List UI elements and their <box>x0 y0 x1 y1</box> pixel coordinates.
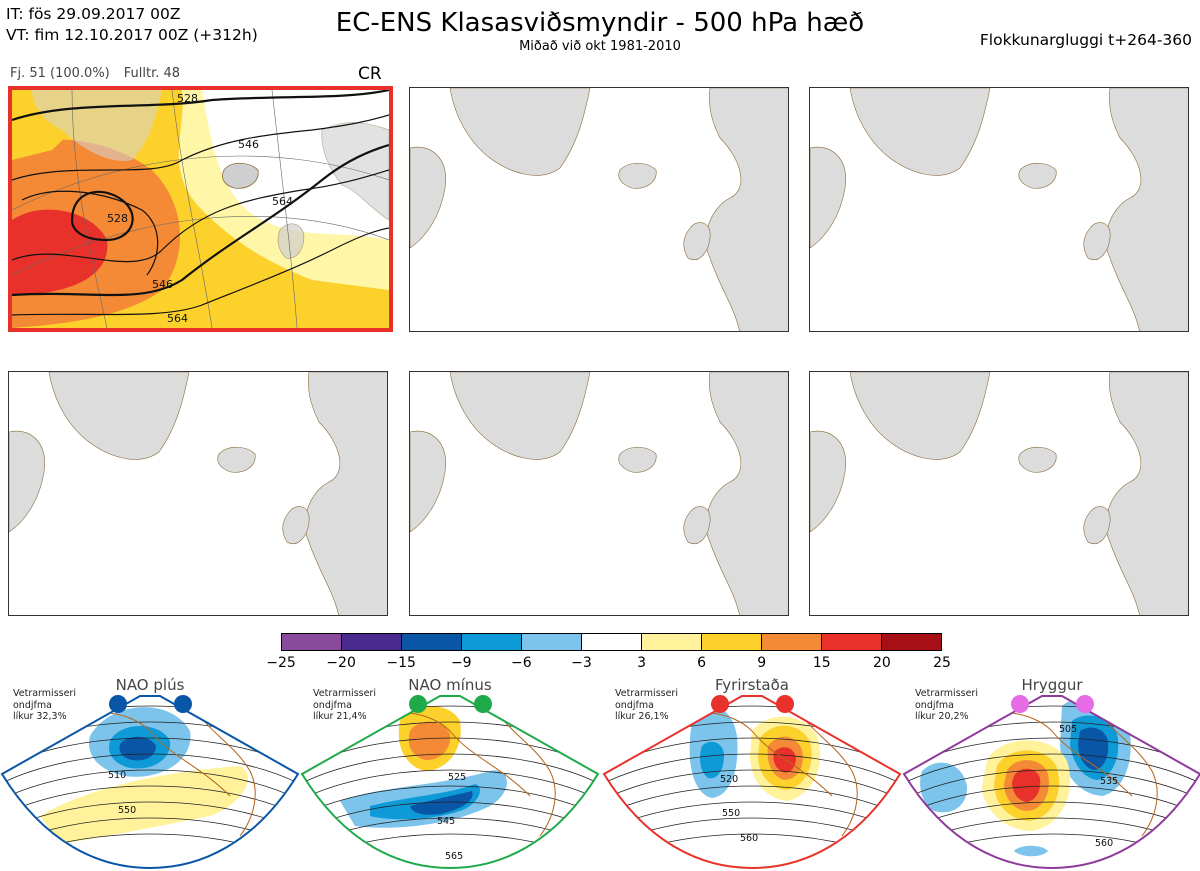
it-line: IT: fös 29.09.2017 00Z <box>6 5 181 23</box>
page-title: EC-ENS Klasasviðsmyndir - 500 hPa hæð <box>335 8 865 38</box>
cluster-representative: Fulltr. 48 <box>123 66 181 81</box>
colorbar-swatch <box>642 634 702 650</box>
contour-label: 546 <box>238 138 259 151</box>
colorbar-swatch <box>282 634 342 650</box>
regime-contour-label: 560 <box>1095 838 1113 849</box>
colorbar-tick: −3 <box>571 655 592 671</box>
colorbar-swatch <box>582 634 642 650</box>
contour-label: 546 <box>152 278 173 291</box>
regime-contour-label: 550 <box>722 808 740 819</box>
regime-contour-label: 550 <box>118 805 136 816</box>
regime-dot-left <box>711 695 729 713</box>
colorbar-swatch <box>342 634 402 650</box>
regime-contour-label: 525 <box>448 772 466 783</box>
colorbar-tick: 6 <box>697 655 707 671</box>
cluster-map-empty-5[interactable] <box>809 371 1189 616</box>
contour-label: 564 <box>272 195 293 208</box>
regime-ridge[interactable]: 505 535 560 Hryggur Vetrarmisseri ondjfma líku… <box>902 676 1200 871</box>
regime-dot-left <box>1011 695 1029 713</box>
cluster-map-empty-4[interactable] <box>409 371 789 616</box>
regime-note: Vetrarmisseri ondjfma líkur 26,1% <box>615 688 678 722</box>
header-times: IT: fös 29.09.2017 00Z VT: fim 12.10.201… <box>6 4 258 46</box>
regime-dot-right <box>474 695 492 713</box>
regime-contour-label: 520 <box>720 774 738 785</box>
contour-label: 528 <box>177 92 198 105</box>
regime-note: Vetrarmisseri ondjfma líkur 21,4% <box>313 688 376 722</box>
cluster-map-empty-1[interactable] <box>409 87 789 332</box>
regime-contour-label: 505 <box>1059 724 1077 735</box>
colorbar-swatch <box>702 634 762 650</box>
colorbar-swatch <box>402 634 462 650</box>
colorbar-tick: 25 <box>933 655 951 671</box>
colorbar-tick: −15 <box>386 655 416 671</box>
regime-code: CR <box>358 64 382 84</box>
page-subtitle: Miðað við okt 1981-2010 <box>519 39 681 54</box>
colorbar-tick: −25 <box>266 655 296 671</box>
cluster-map: 528 546 564 564 546 528 <box>12 90 389 328</box>
window-label: Flokkunargluggi t+264-360 <box>979 31 1192 49</box>
colorbar-ticks: −25 −20 −15 −9 −6 −3 3 6 9 15 20 25 <box>240 655 980 671</box>
regime-contour-label: 545 <box>437 816 455 827</box>
colorbar-swatch <box>462 634 522 650</box>
colorbar <box>281 633 942 651</box>
colorbar-tick: −20 <box>326 655 356 671</box>
regime-nao-plus[interactable]: 510 550 NAO plús Vetrarmisseri ondjfma líkur … <box>0 676 300 871</box>
cluster-map-empty-2[interactable] <box>809 87 1189 332</box>
cluster-map-panel[interactable]: 528 546 564 564 546 528 <box>8 86 393 332</box>
vt-line: VT: fim 12.10.2017 00Z (+312h) <box>6 26 258 44</box>
colorbar-tick: 20 <box>872 655 891 671</box>
regime-contour-label: 565 <box>445 851 463 862</box>
regime-contour-label: 510 <box>108 770 126 781</box>
contour-label: 564 <box>167 312 188 325</box>
cluster-map-empty-3[interactable] <box>8 371 388 616</box>
colorbar-tick: 9 <box>757 655 767 671</box>
colorbar-swatch <box>822 634 882 650</box>
regime-dot-right <box>1076 695 1094 713</box>
regime-contour-label: 560 <box>740 833 758 844</box>
regime-dot-left <box>109 695 127 713</box>
colorbar-swatch <box>522 634 582 650</box>
regime-contour-label: 535 <box>1100 776 1118 787</box>
regime-title: NAO plús <box>115 676 185 694</box>
cluster-count: Fj. 51 (100.0%) <box>10 66 110 81</box>
colorbar-tick: 3 <box>637 655 646 671</box>
colorbar-tick: −9 <box>450 655 472 671</box>
colorbar-tick: 15 <box>812 655 831 671</box>
regime-nao-minus[interactable]: 525 545 565 NAO mínus Vetrarmisseri ondjfma lí… <box>300 676 600 871</box>
regime-title: Fyrirstaða <box>715 676 789 694</box>
regime-dot-right <box>174 695 192 713</box>
cluster-info: Fj. 51 (100.0%) Fulltr. 48 <box>10 66 194 81</box>
colorbar-swatch <box>762 634 822 650</box>
contour-label: 528 <box>107 212 128 225</box>
regime-title: Hryggur <box>1021 676 1083 694</box>
colorbar-tick: −6 <box>511 655 532 671</box>
regime-note: Vetrarmisseri ondjfma líkur 32,3% <box>13 688 76 722</box>
regime-note: Vetrarmisseri ondjfma líkur 20,2% <box>915 688 978 722</box>
regime-title: NAO mínus <box>408 676 492 694</box>
regime-blocking[interactable]: 520 550 560 Fyrirstaða Vetrarmisseri ondjfma l… <box>602 676 902 871</box>
colorbar-swatch <box>882 634 941 650</box>
regime-dot-left <box>409 695 427 713</box>
regime-dot-right <box>776 695 794 713</box>
